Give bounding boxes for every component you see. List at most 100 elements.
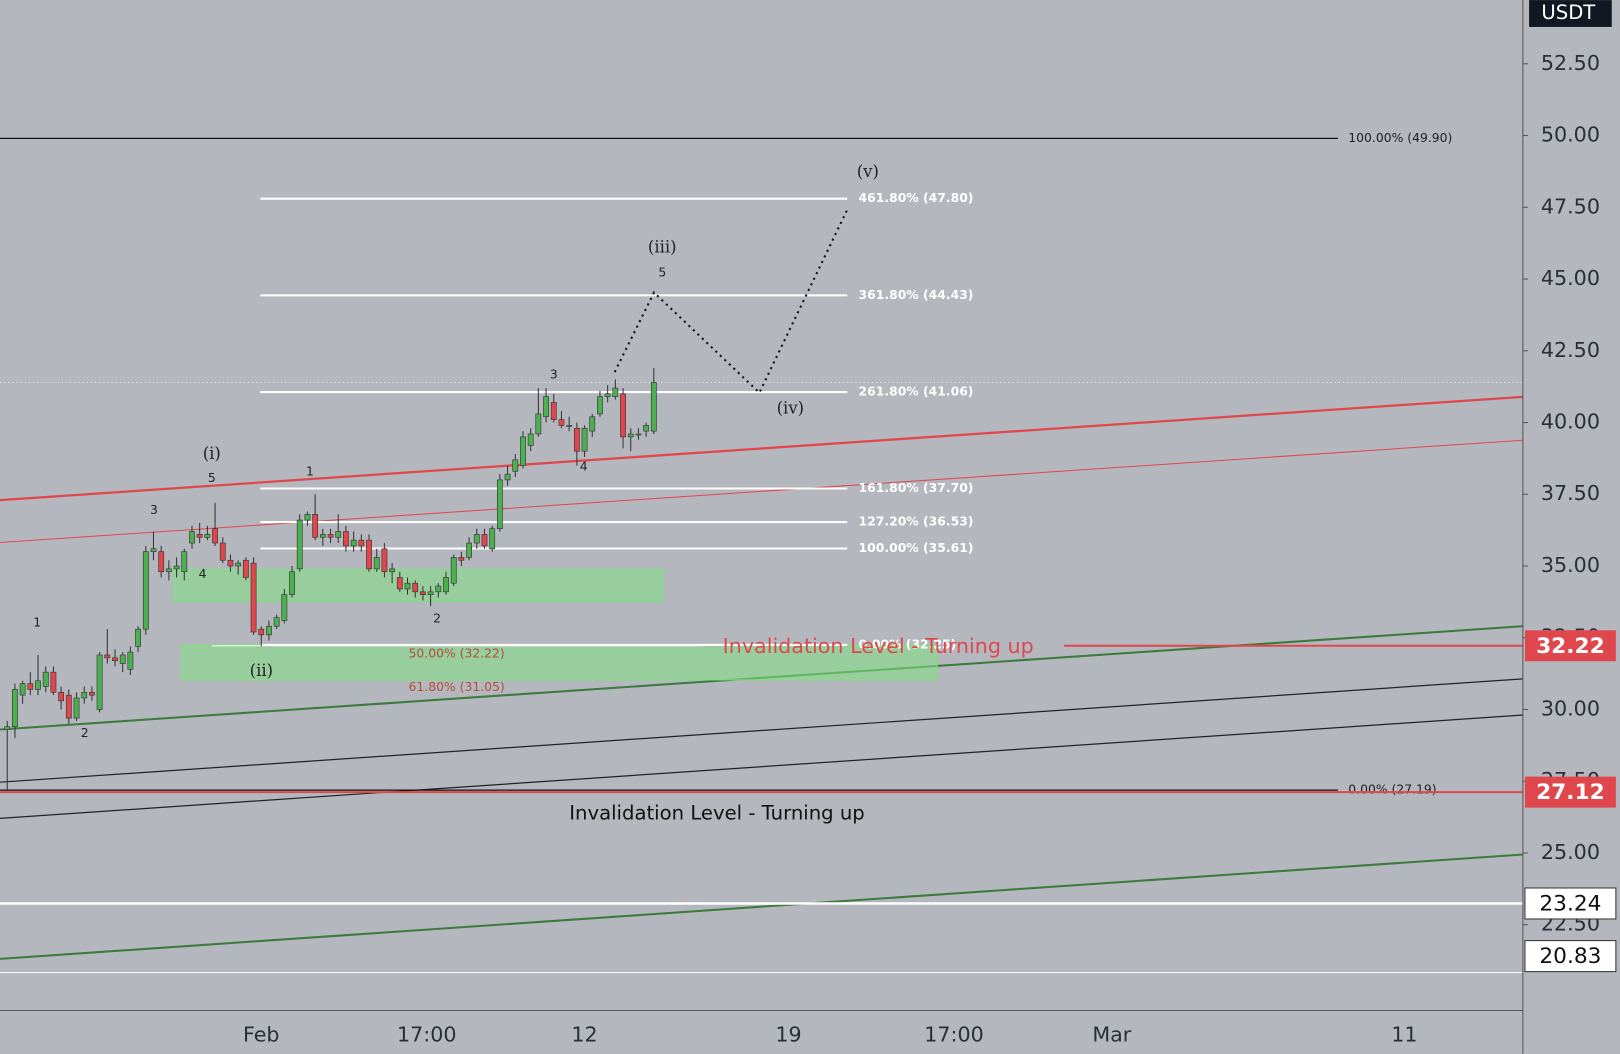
y-tick-label: 45.00	[1541, 266, 1600, 290]
candle-body	[165, 568, 172, 573]
candle-body	[597, 396, 603, 415]
trend-line	[0, 678, 1523, 783]
wave-label: 5	[658, 264, 666, 279]
candle-body	[343, 531, 349, 547]
y-tick-label: 30.00	[1541, 696, 1600, 720]
trend-line	[0, 395, 1523, 502]
y-tick-label: 35.00	[1541, 553, 1600, 577]
wave-label: (ii)	[250, 661, 273, 680]
candle-body	[127, 651, 134, 670]
wave-label: 1	[306, 464, 314, 479]
wave-label: 1	[33, 615, 41, 630]
candle-body	[89, 691, 95, 696]
y-tick-label: 42.50	[1541, 338, 1600, 362]
wave-label: 4	[199, 566, 207, 581]
candle-body	[335, 531, 342, 538]
price-box-label: 20.83	[1539, 944, 1601, 969]
zone	[181, 644, 938, 681]
candle-body	[358, 539, 365, 547]
candle-body	[4, 726, 11, 730]
candle-body	[604, 393, 611, 397]
fib-label: 61.80% (31.05)	[409, 679, 505, 694]
price-box-label: 23.24	[1539, 892, 1601, 917]
y-tick-label: 25.00	[1541, 840, 1600, 864]
fib-label: 0.00% (27.19)	[1348, 782, 1436, 797]
y-tick-label: 40.00	[1541, 410, 1600, 434]
candle-body	[158, 551, 165, 573]
candle-body	[12, 689, 18, 728]
price-box-label: 32.22	[1536, 634, 1605, 659]
trend-line	[0, 439, 1523, 544]
candle-body	[566, 425, 573, 427]
candle-body	[543, 396, 549, 418]
candle-body	[481, 534, 488, 547]
candle-body	[19, 683, 26, 696]
x-tick-label: Mar	[1092, 1022, 1131, 1046]
note: Invalidation Level - Turning up	[723, 634, 1034, 658]
candle-body	[520, 436, 526, 466]
note: Invalidation Level - Turning up	[569, 802, 865, 825]
wave-label: 2	[81, 725, 89, 740]
candle-body	[581, 427, 588, 452]
candle-body	[396, 577, 403, 590]
candle-body	[96, 654, 103, 710]
candle-body	[366, 539, 372, 570]
y-tick-label: 47.50	[1541, 194, 1600, 218]
candle-body	[242, 559, 249, 578]
candle-body	[227, 559, 234, 567]
candle-body	[73, 697, 80, 719]
candle-body	[443, 577, 449, 593]
wave-label: (i)	[203, 444, 221, 463]
y-tick-label: 50.00	[1541, 123, 1600, 147]
candle-body	[81, 691, 88, 699]
candle-body	[319, 534, 326, 538]
candle-body	[135, 628, 141, 647]
candle-body	[389, 568, 396, 573]
projection-path	[613, 209, 849, 395]
candle-body	[189, 531, 195, 544]
price-axis	[1522, 0, 1620, 1054]
fib-label: 100.00% (49.90)	[1348, 130, 1452, 145]
candle-body	[258, 628, 265, 636]
x-tick-label: 17:00	[397, 1022, 457, 1046]
wave-label: (iv)	[777, 399, 805, 418]
candle-body	[458, 557, 465, 561]
candle-body	[42, 671, 49, 687]
candle-body	[643, 425, 650, 432]
candle-body	[327, 534, 334, 538]
candle-body	[142, 551, 149, 630]
fib-label: 461.80% (47.80)	[859, 190, 974, 205]
trend-line	[0, 853, 1523, 960]
candle-body	[27, 683, 34, 690]
candle-body	[504, 473, 511, 481]
candle-body	[489, 528, 496, 550]
candle-body	[65, 694, 72, 719]
fib-label: 261.80% (41.06)	[859, 384, 974, 399]
candle-body	[235, 562, 242, 567]
candle-body	[412, 582, 419, 593]
candle-body	[181, 551, 188, 573]
x-tick-label: 17:00	[924, 1022, 984, 1046]
candle-body	[558, 419, 565, 426]
price-box-label: 27.12	[1536, 780, 1605, 805]
candle-body	[104, 654, 111, 659]
candle-body	[427, 591, 434, 596]
candle-body	[50, 671, 57, 693]
candle-body	[304, 514, 311, 521]
candle-body	[296, 519, 303, 570]
candle-body	[473, 534, 480, 544]
candle-body	[496, 479, 503, 530]
candle-body	[627, 433, 634, 438]
fib-label: 361.80% (44.43)	[859, 287, 974, 302]
price-box	[1524, 887, 1617, 920]
candle-body	[435, 585, 442, 593]
candle-body	[612, 387, 619, 397]
candle-body	[512, 459, 519, 472]
candle-body	[281, 594, 288, 621]
wave-label: 3	[150, 502, 158, 517]
x-tick-label: 19	[775, 1022, 801, 1046]
wave-label: 2	[433, 610, 441, 625]
candle-body	[420, 591, 426, 596]
candle-body	[204, 534, 211, 538]
